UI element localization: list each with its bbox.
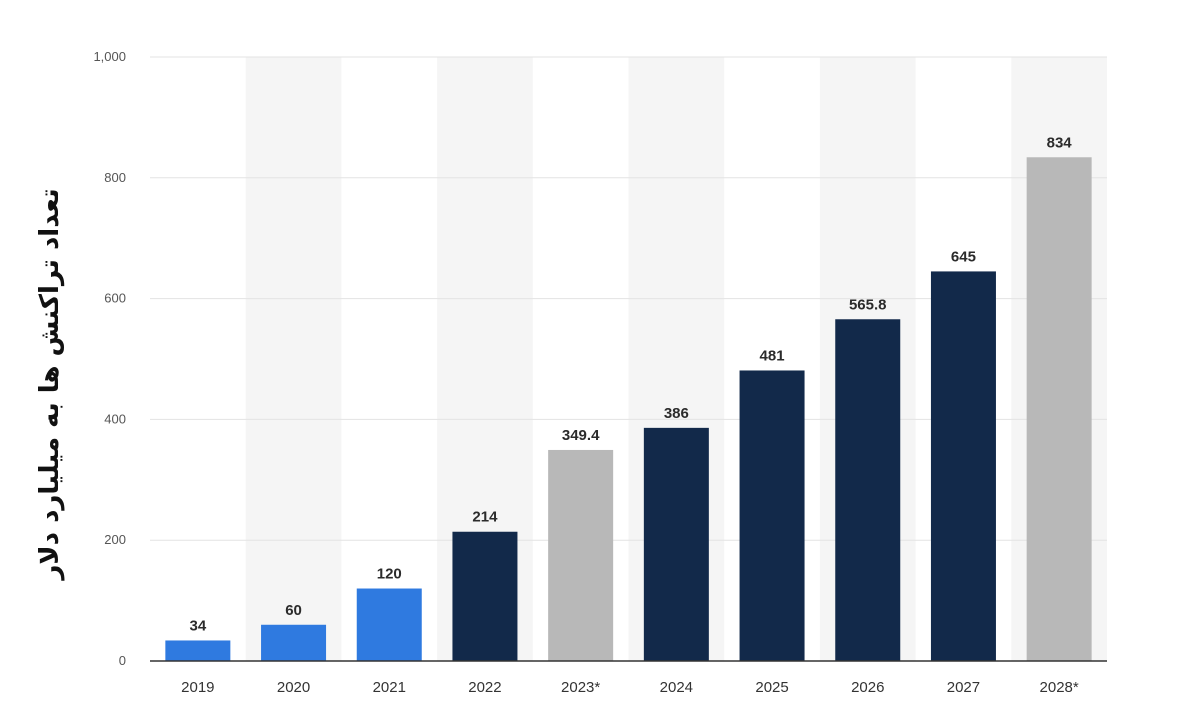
y-tick-label: 600 xyxy=(104,291,126,306)
y-axis-title: تعداد تراکنش ها به میلیارد دلار xyxy=(35,188,65,581)
bar-value-label: 120 xyxy=(377,566,402,583)
x-tick-label: 2025 xyxy=(755,679,788,696)
y-tick-label: 800 xyxy=(104,170,126,185)
bar xyxy=(739,370,805,661)
bar-value-label: 565.8 xyxy=(849,296,887,313)
bars xyxy=(165,157,1092,661)
x-tick-label: 2022 xyxy=(468,679,501,696)
bar xyxy=(643,427,709,661)
bar xyxy=(452,531,518,661)
bar xyxy=(835,319,901,661)
bar-value-label: 60 xyxy=(285,602,302,619)
data-labels: 34 60 120 214 349.4 386 481 565.8 645 834 xyxy=(190,134,1073,634)
bar-value-label: 645 xyxy=(951,248,976,265)
bar-value-label: 481 xyxy=(760,347,785,364)
x-tick-label: 2024 xyxy=(660,679,693,696)
x-tick-label: 2026 xyxy=(851,679,884,696)
y-tick-label: 200 xyxy=(104,532,126,547)
background-band xyxy=(245,57,342,661)
bar xyxy=(356,588,422,661)
bar-value-label: 34 xyxy=(190,617,207,634)
x-tick-label: 2027 xyxy=(947,679,980,696)
bar-value-label: 214 xyxy=(472,509,498,526)
x-axis-ticks: 2019 2020 2021 2022 2023* 2024 2025 2026 2027 202… xyxy=(181,679,1079,696)
bar-value-label: 386 xyxy=(664,405,689,422)
bar xyxy=(548,449,614,661)
x-tick-label: 2028* xyxy=(1040,679,1079,696)
bar xyxy=(1026,157,1092,661)
y-tick-label: 1,000 xyxy=(93,49,126,64)
y-tick-label: 400 xyxy=(104,411,126,426)
x-tick-label: 2021 xyxy=(373,679,406,696)
x-tick-label: 2019 xyxy=(181,679,214,696)
bar xyxy=(930,271,996,661)
bar xyxy=(261,624,327,661)
bar xyxy=(165,640,231,661)
y-axis-ticks: 0 200 400 600 800 1,000 xyxy=(93,49,126,668)
bar-value-label: 834 xyxy=(1047,134,1073,151)
x-tick-label: 2020 xyxy=(277,679,310,696)
x-tick-label: 2023* xyxy=(561,679,600,696)
y-tick-label: 0 xyxy=(119,653,126,668)
bar-value-label: 349.4 xyxy=(562,427,600,444)
